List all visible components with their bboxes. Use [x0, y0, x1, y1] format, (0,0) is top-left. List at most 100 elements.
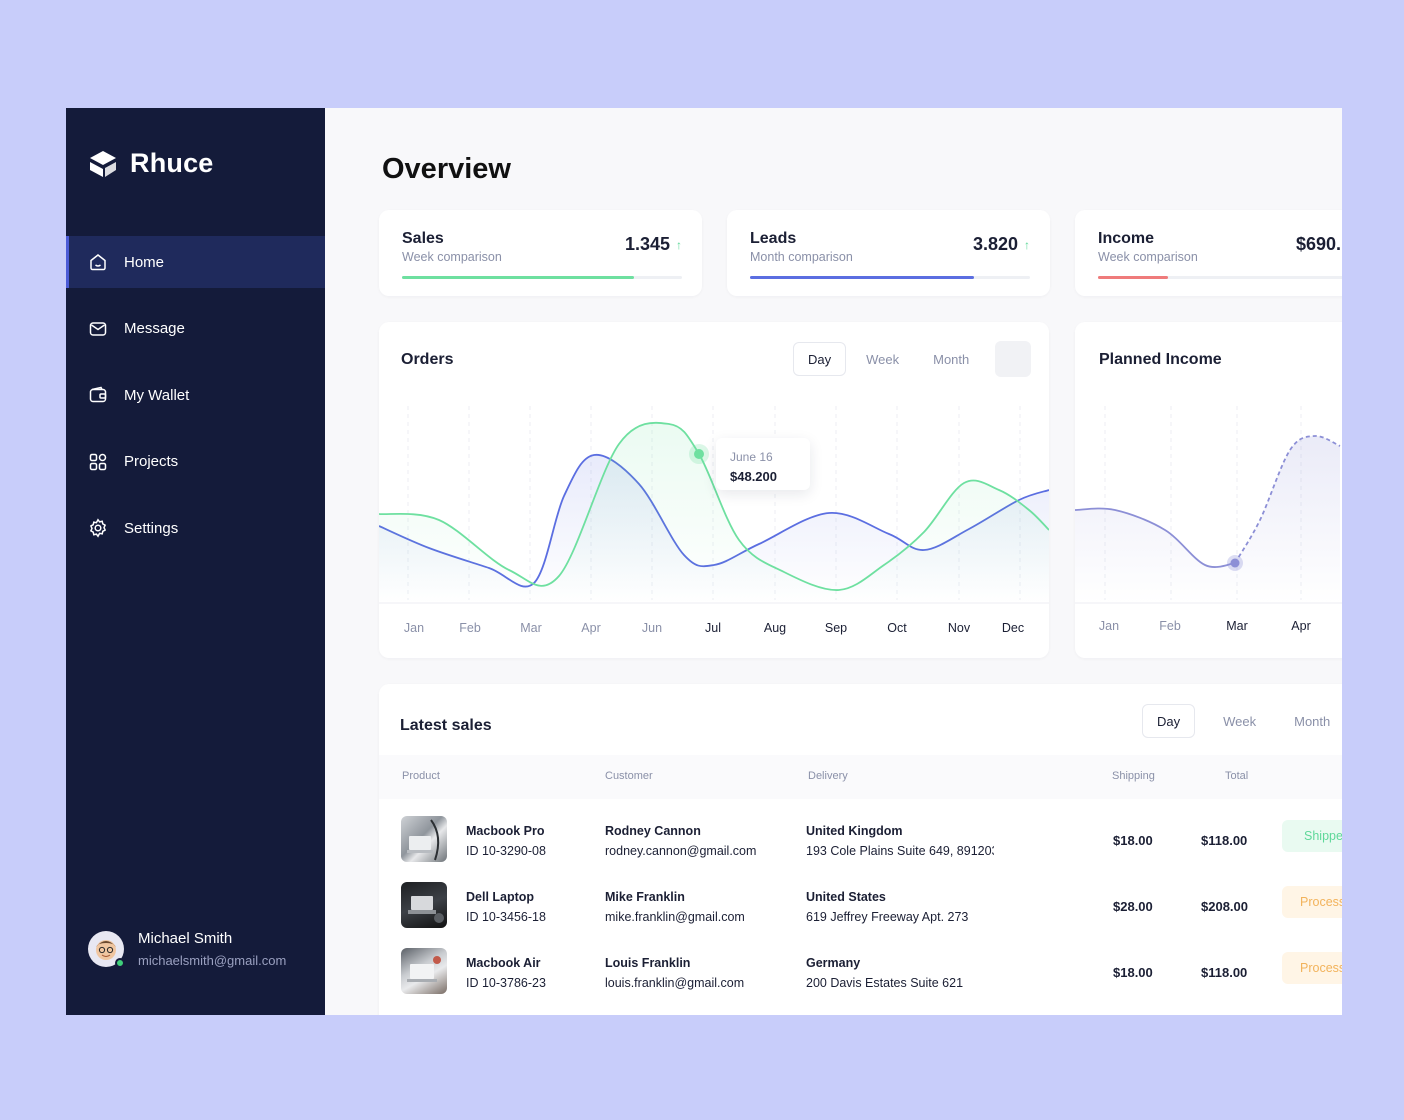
product-id: ID 10-3786-23 — [466, 976, 546, 990]
stat-value-wrap: 1.345 ↑ — [625, 234, 682, 255]
sidebar-item-settings[interactable]: Settings — [66, 502, 325, 554]
product-cell: Macbook Air ID 10-3786-23 — [466, 956, 546, 990]
online-status-dot — [115, 958, 125, 968]
arrow-up-icon: ↑ — [676, 237, 682, 252]
status-badge[interactable]: Processing — [1282, 952, 1342, 984]
delivery-country: United States — [806, 890, 886, 904]
filter-week-button[interactable]: Week — [866, 351, 900, 367]
column-header-delivery[interactable]: Delivery — [808, 770, 848, 782]
customer-name: Louis Franklin — [605, 956, 691, 970]
customer-cell: Mike Franklin mike.franklin@gmail.com — [605, 890, 745, 924]
series-area — [379, 422, 1049, 603]
filter-month-button[interactable]: Month — [933, 351, 970, 367]
x-tick-label: Jan — [1098, 619, 1120, 633]
stat-name: Income — [1098, 230, 1155, 247]
user-name: Michael Smith — [138, 930, 233, 947]
home-icon — [90, 254, 106, 271]
sidebar-item-label: Home — [124, 253, 165, 271]
mail-icon — [89, 321, 107, 336]
customer-cell: Rodney Cannon rodney.cannon@gmail.com — [605, 824, 756, 858]
x-tick-label: Feb — [459, 621, 481, 635]
table-row[interactable]: Macbook Pro ID 10-3290-08 Rodney Cannon … — [379, 816, 1342, 878]
total-price: $118.00 — [1201, 965, 1248, 980]
orders-x-axis: Jan Feb Mar Apr Jun Jul Aug Sep Oct Nov Dec — [379, 621, 1049, 637]
stat-progress-fill — [402, 276, 635, 279]
grid-icon — [89, 453, 107, 470]
status-badge[interactable]: Processing — [1282, 886, 1342, 918]
x-tick-label: Jan — [403, 621, 425, 635]
orders-line-chart — [379, 406, 1049, 604]
product-thumbnail — [401, 816, 447, 862]
sidebar-nav: Home Message My Wallet Projects Settings — [66, 236, 325, 569]
avatar[interactable] — [88, 931, 125, 968]
delivery-country: United Kingdom — [806, 824, 903, 838]
stat-progress-track — [1098, 276, 1342, 279]
x-tick-label: Oct — [887, 621, 907, 635]
shipping-price: $18.00 — [1113, 833, 1153, 848]
stat-card-sales[interactable]: Sales Week comparison 1.345 ↑ — [379, 210, 702, 296]
product-name: Macbook Pro — [466, 824, 545, 838]
x-tick-label: Jun — [641, 621, 663, 635]
orders-card: Orders Day Week Month June 16 $48.200 Ja… — [379, 322, 1049, 658]
sidebar-item-label: Message — [124, 320, 185, 337]
sidebar-item-home[interactable]: Home — [66, 236, 325, 288]
stat-progress-track — [750, 276, 1030, 279]
stat-progress-fill — [1098, 276, 1168, 279]
logo-icon — [90, 150, 116, 177]
stat-card-leads[interactable]: Leads Month comparison 3.820 ↑ — [727, 210, 1050, 296]
customer-email[interactable]: mike.franklin@gmail.com — [605, 910, 745, 924]
total-price: $118.00 — [1201, 833, 1248, 848]
shipping-price: $18.00 — [1113, 965, 1153, 980]
tooltip-date: June 16 — [730, 450, 773, 464]
column-header-product[interactable]: Product — [402, 770, 440, 782]
user-profile[interactable]: Michael Smith michaelsmith@gmail.com — [88, 930, 286, 968]
options-button[interactable] — [995, 341, 1032, 377]
chart-tooltip: June 16 $48.200 — [716, 438, 810, 490]
table-row[interactable]: Dell Laptop ID 10-3456-18 Mike Franklin … — [379, 882, 1342, 944]
sidebar-item-my-wallet[interactable]: My Wallet — [66, 369, 325, 421]
delivery-cell: United States 619 Jeffrey Freeway Apt. 2… — [806, 890, 994, 924]
stat-value: 1.345 — [624, 234, 670, 254]
user-email: michaelsmith@gmail.com — [138, 953, 287, 968]
column-header-customer[interactable]: Customer — [605, 770, 653, 782]
stat-value-wrap: 3.820 ↑ — [973, 234, 1030, 255]
delivery-address: 193 Cole Plains Suite 649, 891203 — [806, 844, 994, 858]
product-id: ID 10-3290-08 — [466, 844, 546, 858]
planned-income-line-chart — [1075, 406, 1342, 604]
filter-week-button[interactable]: Week — [1223, 713, 1257, 729]
sidebar-item-projects[interactable]: Projects — [66, 436, 325, 488]
latest-sales-title: Latest sales — [400, 717, 492, 734]
latest-sales-card: Latest sales Day Week Month Product Cust… — [379, 684, 1342, 1015]
filter-day-button[interactable]: Day — [793, 342, 847, 376]
delivery-cell: United Kingdom 193 Cole Plains Suite 649… — [806, 824, 994, 858]
x-tick-label: Nov — [947, 621, 971, 635]
stat-card-income[interactable]: Income Week comparison $690. — [1075, 210, 1342, 296]
product-cell: Macbook Pro ID 10-3290-08 — [466, 824, 546, 858]
filter-month-button[interactable]: Month — [1294, 713, 1331, 729]
wallet-icon — [89, 386, 107, 403]
customer-name: Rodney Cannon — [605, 824, 701, 838]
planned-income-card: Planned Income Jan Feb Mar Apr — [1075, 322, 1342, 658]
table-header: Product Customer Delivery Shipping Total — [379, 755, 1342, 799]
orders-period-filter: Day Week Month — [793, 341, 1032, 377]
filter-day-button[interactable]: Day — [1142, 704, 1196, 738]
logo[interactable]: Rhuce — [88, 148, 214, 179]
arrow-up-icon: ↑ — [1024, 237, 1030, 252]
app-name: Rhuce — [130, 148, 214, 178]
stat-subtitle: Week comparison — [1098, 250, 1198, 264]
app-window: Rhuce Home Message My Wallet Projects Se… — [66, 108, 1342, 1015]
sales-period-filter: Day Week Month — [1142, 704, 1342, 738]
table-row[interactable]: Macbook Air ID 10-3786-23 Louis Franklin… — [379, 948, 1342, 1010]
highlight-point — [694, 449, 704, 459]
sidebar-item-message[interactable]: Message — [66, 303, 325, 355]
page-title: Overview — [382, 153, 511, 185]
customer-email[interactable]: louis.franklin@gmail.com — [605, 976, 745, 990]
status-badge[interactable]: Shipped — [1282, 820, 1342, 852]
sidebar-item-label: Projects — [124, 453, 179, 470]
column-header-total[interactable]: Total — [1225, 770, 1249, 782]
column-header-shipping[interactable]: Shipping — [1112, 770, 1155, 782]
shipping-price: $28.00 — [1113, 899, 1153, 914]
stat-progress-fill — [750, 276, 974, 279]
series-line — [1075, 507, 1236, 568]
customer-email[interactable]: rodney.cannon@gmail.com — [605, 844, 757, 858]
